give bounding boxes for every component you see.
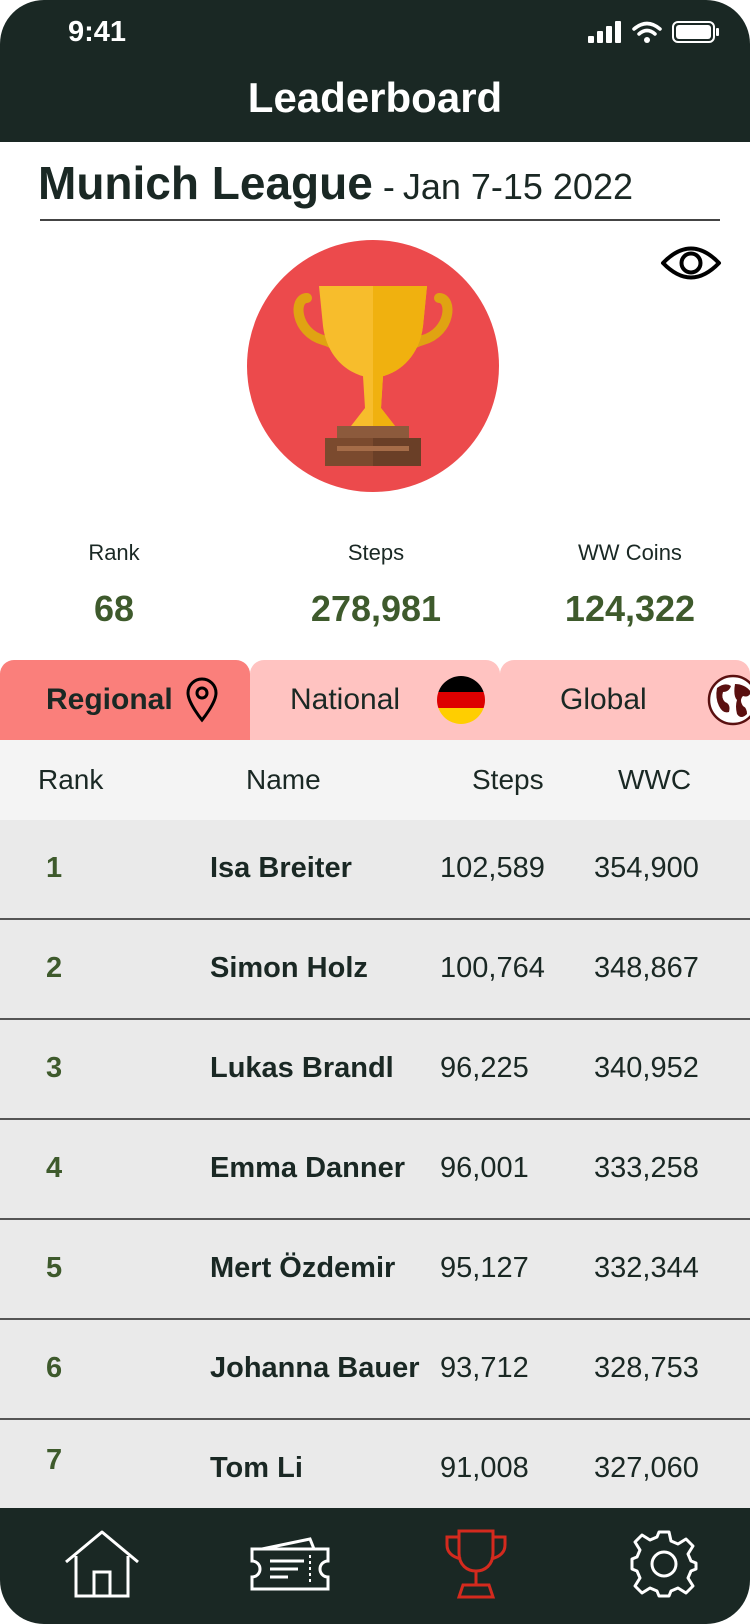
stat-rank-value: 68	[93, 588, 135, 629]
row-wwc: 327,060	[594, 1452, 699, 1484]
row-name: Tom Li	[210, 1452, 303, 1484]
row-rank: 1	[46, 852, 63, 884]
eye-icon[interactable]	[660, 242, 722, 289]
location-pin-icon	[185, 677, 219, 723]
row-rank: 3	[46, 1052, 63, 1084]
gear-icon	[628, 1528, 700, 1605]
row-rank: 5	[46, 1252, 63, 1284]
row-wwc: 333,258	[594, 1152, 699, 1184]
row-steps: 96,001	[440, 1152, 529, 1184]
stat-rank-label: Rank	[88, 540, 140, 565]
top-bar: 9:41	[0, 0, 750, 142]
column-header-name: Name	[246, 764, 321, 795]
table-row[interactable]: 5 Mert Özdemir 95,127 332,344	[0, 1220, 750, 1320]
trophy-icon	[441, 1527, 511, 1606]
leaderboard-rows: 1 Isa Breiter 102,589 354,900 2 Simon Ho…	[0, 820, 750, 1518]
germany-flag-icon	[436, 675, 486, 725]
row-name: Emma Danner	[210, 1152, 406, 1184]
signal-icon	[588, 21, 622, 48]
row-name: Johanna Bauer	[210, 1352, 420, 1384]
row-name: Isa Breiter	[210, 852, 352, 884]
tab-global[interactable]: Global	[500, 660, 750, 740]
table-row[interactable]: 2 Simon Holz 100,764 348,867	[0, 920, 750, 1020]
column-header-steps: Steps	[472, 764, 544, 795]
row-steps: 100,764	[440, 952, 545, 984]
tab-regional[interactable]: Regional	[0, 660, 250, 740]
stat-steps-value: 278,981	[310, 588, 442, 629]
row-rank: 4	[46, 1152, 63, 1184]
row-rank: 6	[46, 1352, 63, 1384]
stat-coins-value: 124,322	[564, 588, 696, 629]
status-icons	[588, 20, 720, 49]
page-title: Leaderboard	[247, 74, 503, 121]
stat-rank: Rank 68	[4, 540, 224, 630]
ticket-icon	[248, 1533, 332, 1600]
row-wwc: 348,867	[594, 952, 699, 984]
tab-national[interactable]: National	[250, 660, 500, 740]
tab-global-label: Global	[560, 683, 647, 716]
table-row[interactable]: 1 Isa Breiter 102,589 354,900	[0, 820, 750, 920]
row-wwc: 328,753	[594, 1352, 699, 1384]
row-rank: 2	[46, 952, 63, 984]
row-wwc: 340,952	[594, 1052, 699, 1084]
column-header-wwc: WWC	[618, 764, 692, 795]
tab-regional-label: Regional	[46, 683, 173, 716]
stat-coins: WW Coins 124,322	[520, 540, 740, 630]
table-header: Rank Name Steps WWC	[0, 740, 750, 820]
tab-national-label: National	[290, 683, 401, 716]
league-name: Munich League	[38, 157, 373, 209]
globe-icon	[707, 674, 750, 726]
row-name: Simon Holz	[210, 952, 368, 984]
table-row[interactable]: 3 Lukas Brandl 96,225 340,952	[0, 1020, 750, 1120]
row-name: Lukas Brandl	[210, 1052, 394, 1084]
nav-home[interactable]	[60, 1528, 144, 1604]
column-header-rank: Rank	[38, 764, 104, 795]
row-name: Mert Özdemir	[210, 1252, 396, 1284]
league-separator: -	[382, 166, 395, 207]
table-row[interactable]: 6 Johanna Bauer 93,712 328,753	[0, 1320, 750, 1420]
league-dates: Jan 7-15 2022	[402, 166, 633, 207]
table-row[interactable]: 7 Tom Li 91,008 327,060	[0, 1420, 750, 1518]
wifi-icon	[632, 21, 662, 48]
stat-steps: Steps 278,981	[266, 540, 486, 630]
row-wwc: 354,900	[594, 852, 699, 884]
row-steps: 95,127	[440, 1252, 529, 1284]
row-rank: 7	[46, 1444, 63, 1476]
row-steps: 91,008	[440, 1452, 529, 1484]
league-divider	[40, 219, 720, 221]
table-row[interactable]: 4 Emma Danner 96,001 333,258	[0, 1120, 750, 1220]
row-steps: 102,589	[440, 852, 545, 884]
stat-steps-label: Steps	[347, 540, 405, 565]
battery-icon	[672, 20, 720, 49]
scope-tabs: Regional National	[0, 658, 750, 740]
bottom-nav	[0, 1508, 750, 1624]
league-heading: Munich League - Jan 7-15 2022	[38, 156, 633, 210]
nav-tickets[interactable]	[248, 1528, 332, 1604]
stat-coins-label: WW Coins	[578, 540, 682, 565]
row-steps: 96,225	[440, 1052, 529, 1084]
trophy-badge	[245, 240, 501, 492]
row-wwc: 332,344	[594, 1252, 699, 1284]
nav-settings[interactable]	[622, 1528, 706, 1604]
home-icon	[62, 1528, 142, 1605]
row-steps: 93,712	[440, 1352, 529, 1384]
nav-leaderboard[interactable]	[434, 1528, 518, 1604]
status-time: 9:41	[68, 16, 127, 48]
